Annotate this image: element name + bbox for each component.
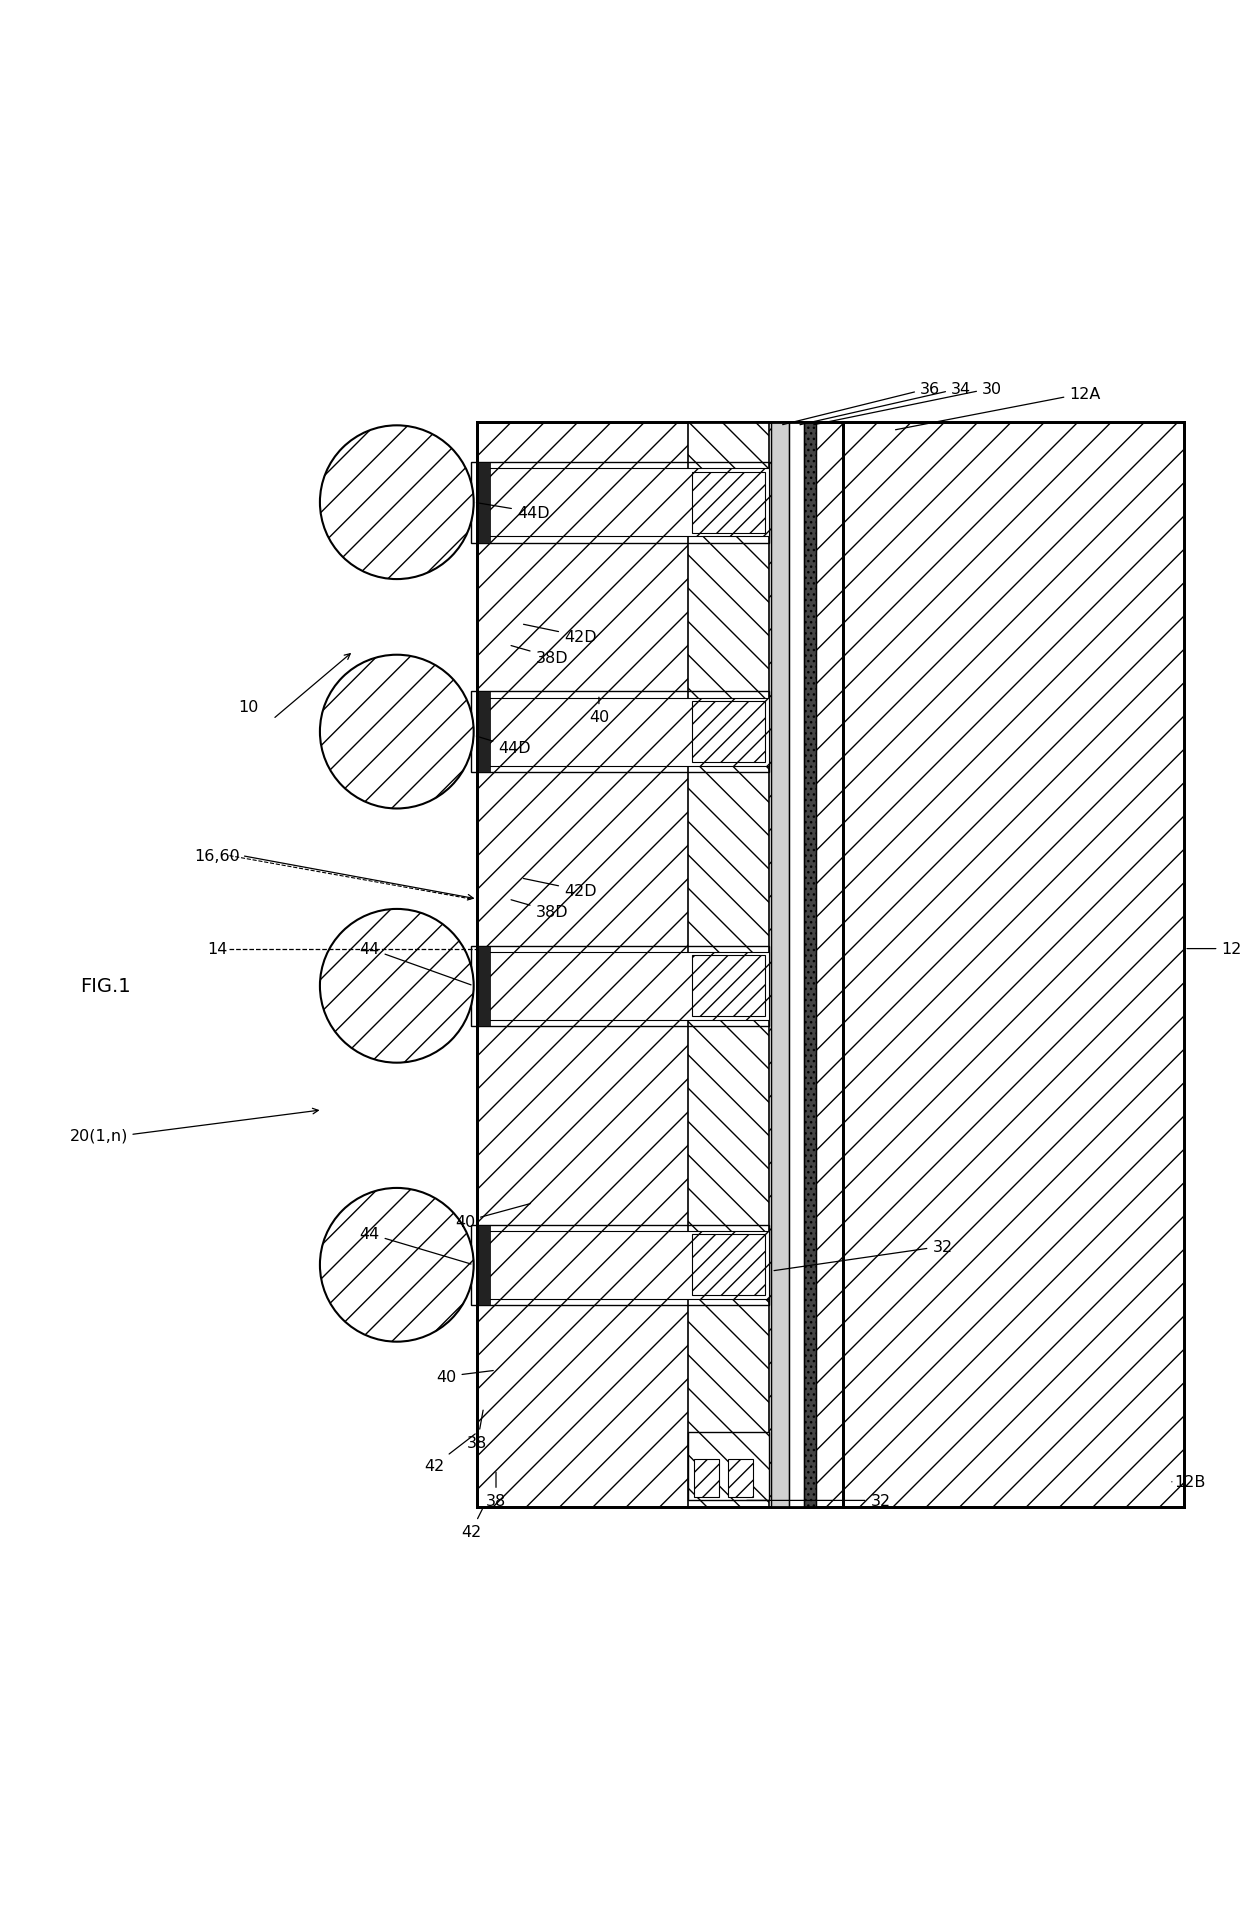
Text: 44D: 44D — [476, 504, 549, 521]
Bar — [728, 1460, 753, 1496]
Bar — [471, 1225, 769, 1306]
Circle shape — [320, 656, 474, 810]
Bar — [471, 946, 769, 1027]
Bar — [843, 423, 1184, 1508]
Bar — [789, 423, 804, 1508]
Bar — [477, 1225, 490, 1306]
Bar — [477, 469, 769, 537]
Text: 40: 40 — [455, 1204, 531, 1229]
Text: 38D: 38D — [511, 646, 568, 665]
Circle shape — [320, 1188, 474, 1342]
Text: 36: 36 — [782, 381, 940, 425]
Text: 12B: 12B — [1172, 1475, 1207, 1490]
Circle shape — [320, 910, 474, 1063]
Text: 14: 14 — [207, 942, 227, 956]
Text: 10: 10 — [238, 700, 258, 715]
Bar — [688, 423, 769, 1508]
Bar — [477, 423, 843, 1508]
Text: 44D: 44D — [476, 737, 531, 756]
Bar — [477, 1231, 769, 1300]
Bar — [477, 698, 769, 765]
Text: 32: 32 — [774, 1238, 952, 1271]
Bar — [692, 1235, 765, 1296]
Circle shape — [320, 427, 474, 579]
Bar — [688, 1433, 769, 1500]
Bar — [694, 1460, 719, 1496]
Text: 44: 44 — [360, 942, 471, 985]
Text: 12A: 12A — [895, 387, 1101, 431]
Text: 38D: 38D — [511, 900, 568, 919]
Text: 42: 42 — [461, 1510, 482, 1538]
Bar — [771, 423, 789, 1508]
Bar — [477, 952, 769, 1021]
Text: 16,60: 16,60 — [195, 848, 239, 863]
Bar — [477, 463, 490, 542]
Text: 40: 40 — [589, 698, 609, 725]
Text: 32: 32 — [746, 1492, 890, 1508]
Bar — [471, 463, 769, 542]
Text: 38: 38 — [467, 1410, 487, 1450]
Text: 34: 34 — [800, 381, 971, 425]
Text: 44: 44 — [360, 1227, 471, 1263]
Text: 20(1,n): 20(1,n) — [69, 1127, 129, 1142]
Text: FIG.1: FIG.1 — [81, 977, 130, 996]
Bar — [471, 692, 769, 773]
Text: 42: 42 — [424, 1435, 475, 1473]
Bar — [477, 946, 490, 1027]
Text: 40: 40 — [436, 1369, 494, 1385]
Bar — [692, 956, 765, 1017]
Bar — [692, 702, 765, 763]
Bar — [804, 423, 816, 1508]
Text: 30: 30 — [813, 381, 1002, 425]
Text: 12: 12 — [1187, 942, 1240, 956]
Text: 42D: 42D — [523, 879, 596, 898]
Text: 38: 38 — [486, 1473, 506, 1508]
Text: 42D: 42D — [523, 625, 596, 644]
Bar — [692, 473, 765, 533]
Bar — [477, 692, 490, 773]
